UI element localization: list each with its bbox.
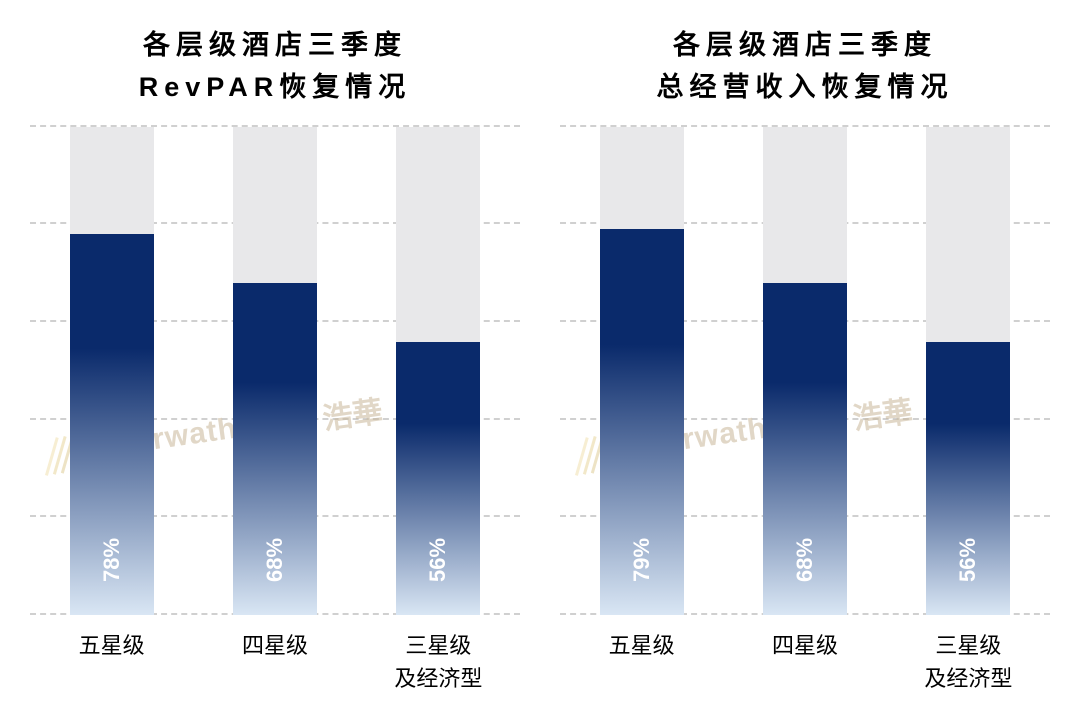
- plot-area: Horwath HTL 浩華 79% 68%: [560, 127, 1050, 615]
- x-label: 三星级 及经济型: [887, 629, 1050, 695]
- bar-fill: 56%: [926, 342, 1010, 615]
- x-label: 三星级 及经济型: [357, 629, 520, 695]
- panel-title: 各层级酒店三季度 RevPAR恢复情况: [30, 25, 520, 109]
- page: 各层级酒店三季度 RevPAR恢复情况 Horwath HTL 浩華: [0, 0, 1080, 725]
- x-label: 五星级: [560, 629, 723, 695]
- bar-slot: 78%: [30, 127, 193, 615]
- bar-background: 68%: [763, 127, 847, 615]
- bar-value-label: 78%: [99, 538, 125, 582]
- panel-title: 各层级酒店三季度 总经营收入恢复情况: [560, 25, 1050, 109]
- bar-slot: 56%: [357, 127, 520, 615]
- bar-value-label: 68%: [792, 538, 818, 582]
- plot-area: Horwath HTL 浩華 78% 68%: [30, 127, 520, 615]
- bar-fill: 68%: [233, 283, 317, 615]
- bar-slot: 56%: [887, 127, 1050, 615]
- bar-background: 56%: [926, 127, 1010, 615]
- bar-value-label: 79%: [629, 538, 655, 582]
- bar-background: 78%: [70, 127, 154, 615]
- x-axis-labels: 五星级 四星级 三星级 及经济型: [30, 615, 520, 695]
- bar-fill: 78%: [70, 234, 154, 615]
- x-axis-labels: 五星级 四星级 三星级 及经济型: [560, 615, 1050, 695]
- bar-fill: 56%: [396, 342, 480, 615]
- bar-background: 68%: [233, 127, 317, 615]
- bars: 79% 68% 56%: [560, 127, 1050, 615]
- chart: Horwath HTL 浩華 78% 68%: [30, 127, 520, 695]
- bar-background: 56%: [396, 127, 480, 615]
- bar-slot: 68%: [723, 127, 886, 615]
- bar-value-label: 56%: [425, 538, 451, 582]
- bar-value-label: 68%: [262, 538, 288, 582]
- bars: 78% 68% 56%: [30, 127, 520, 615]
- panel-revenue: 各层级酒店三季度 总经营收入恢复情况 Horwath HTL 浩華: [560, 25, 1050, 695]
- chart: Horwath HTL 浩華 79% 68%: [560, 127, 1050, 695]
- bar-fill: 68%: [763, 283, 847, 615]
- bar-slot: 79%: [560, 127, 723, 615]
- panel-revpar: 各层级酒店三季度 RevPAR恢复情况 Horwath HTL 浩華: [30, 25, 520, 695]
- bar-background: 79%: [600, 127, 684, 615]
- bar-fill: 79%: [600, 229, 684, 615]
- bar-slot: 68%: [193, 127, 356, 615]
- x-label: 五星级: [30, 629, 193, 695]
- bar-value-label: 56%: [955, 538, 981, 582]
- x-label: 四星级: [193, 629, 356, 695]
- x-label: 四星级: [723, 629, 886, 695]
